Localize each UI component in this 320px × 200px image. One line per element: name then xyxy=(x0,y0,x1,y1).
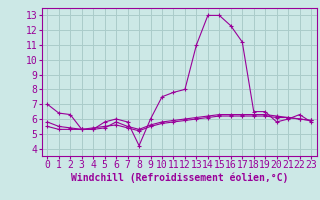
X-axis label: Windchill (Refroidissement éolien,°C): Windchill (Refroidissement éolien,°C) xyxy=(70,173,288,183)
